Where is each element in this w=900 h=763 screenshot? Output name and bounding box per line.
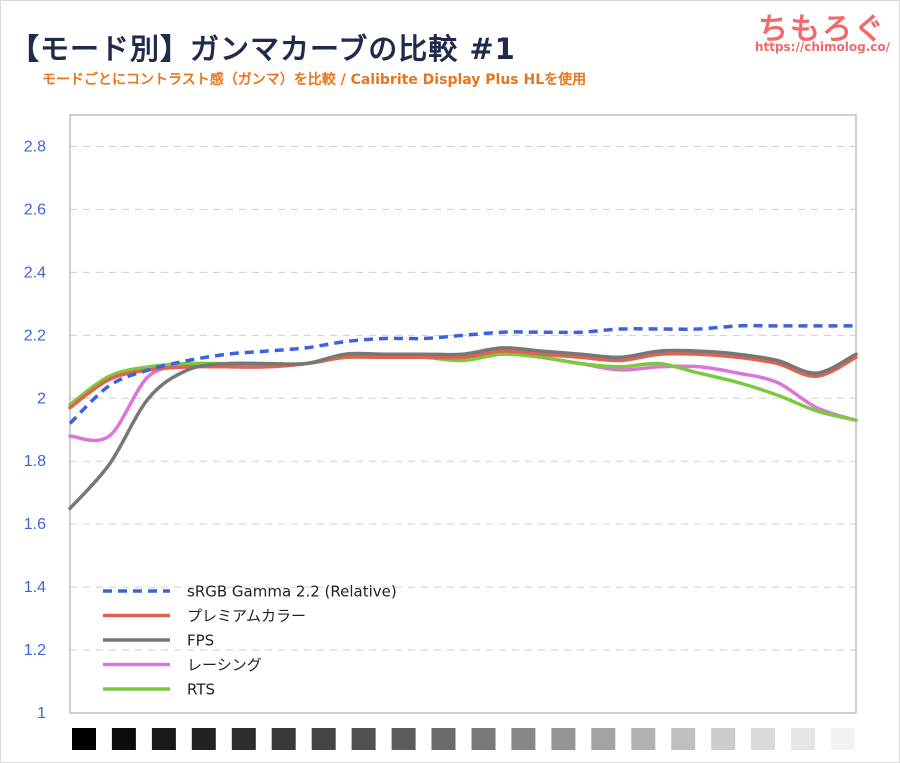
series-line-2	[68, 346, 858, 511]
gray-swatch-10	[471, 728, 496, 750]
grayscale-swatches	[72, 728, 855, 750]
gray-swatch-9	[431, 728, 456, 750]
y-tick-label: 1.6	[24, 516, 46, 533]
series-line-4	[68, 352, 858, 423]
gray-swatch-13	[591, 728, 616, 750]
page-title: 【モード別】ガンマカーブの比較 #1	[10, 32, 516, 66]
gray-swatch-0	[72, 728, 96, 750]
gray-swatch-8	[391, 728, 416, 750]
y-tick-label: 1	[37, 705, 46, 722]
brand-url: https://chimolog.co/	[754, 40, 890, 54]
gray-swatch-12	[551, 728, 576, 750]
legend-label-2: FPS	[187, 632, 214, 650]
gray-swatch-18	[791, 728, 816, 750]
grid-lines	[70, 145, 856, 651]
y-axis-ticks: 1 1.2 1.4 1.6 1.8 2 2.2 2.4 2.6 2.8	[24, 138, 46, 722]
y-tick-label: 1.8	[24, 453, 46, 470]
y-tick-label: 2.6	[24, 201, 46, 218]
legend-label-4: RTS	[187, 681, 215, 699]
gray-swatch-1	[111, 728, 136, 750]
y-tick-label: 1.4	[24, 579, 46, 596]
gray-swatch-3	[191, 728, 216, 750]
gray-swatch-2	[151, 728, 176, 750]
gray-swatch-16	[711, 728, 736, 750]
gray-swatch-5	[271, 728, 296, 750]
gray-swatch-17	[751, 728, 776, 750]
y-tick-label: 1.2	[24, 642, 46, 659]
legend-label-3: レーシング	[187, 656, 262, 674]
plot-area	[69, 114, 857, 714]
series-line-0	[68, 323, 856, 425]
legend: sRGB Gamma 2.2 (Relative) プレミアムカラー FPS レーシン…	[103, 583, 397, 699]
gray-swatch-4	[231, 728, 256, 750]
gray-swatch-15	[671, 728, 696, 750]
y-tick-label: 2	[37, 390, 46, 407]
gray-swatch-6	[311, 728, 336, 750]
brand-logo-text: ちもろぐ	[758, 12, 886, 47]
gray-swatch-14	[631, 728, 656, 750]
legend-label-0: sRGB Gamma 2.2 (Relative)	[187, 583, 397, 601]
y-tick-label: 2.4	[24, 264, 46, 281]
gray-swatch-11	[511, 728, 536, 750]
gray-swatch-19	[831, 728, 855, 750]
gray-swatch-7	[351, 728, 376, 750]
y-tick-label: 2.8	[24, 138, 46, 155]
legend-label-1: プレミアムカラー	[187, 607, 306, 625]
page-subtitle: モードごとにコントラスト感（ガンマ）を比較 / Calibrite Displa…	[42, 72, 587, 88]
y-tick-label: 2.2	[24, 327, 46, 344]
series-lines	[68, 323, 858, 511]
